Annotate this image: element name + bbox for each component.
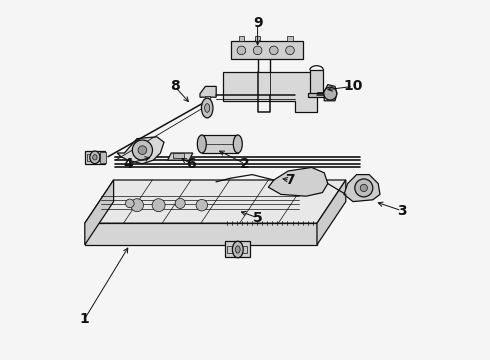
Circle shape [138,146,147,154]
Circle shape [175,198,185,208]
Bar [308,93,325,97]
Bar [287,36,293,41]
Bar [227,246,247,253]
Circle shape [196,199,208,211]
Bar [173,153,184,158]
Bar [87,154,103,161]
Circle shape [324,87,337,100]
Text: 5: 5 [253,211,263,225]
Ellipse shape [197,135,206,153]
Polygon shape [168,153,193,160]
Ellipse shape [233,135,242,153]
Bar [239,36,245,41]
Polygon shape [324,85,337,101]
Bar [231,41,303,59]
Circle shape [270,46,278,55]
Circle shape [286,46,294,55]
Polygon shape [85,223,317,245]
Text: 9: 9 [253,17,263,30]
Bar [85,151,104,164]
Text: 8: 8 [170,80,180,93]
Text: 1: 1 [80,312,90,325]
Polygon shape [85,180,114,245]
Text: 4: 4 [123,157,133,171]
Circle shape [355,179,373,197]
Circle shape [132,140,152,160]
Bar [255,36,261,41]
Ellipse shape [93,155,97,160]
Polygon shape [269,167,328,196]
Text: 2: 2 [240,157,250,171]
Circle shape [237,46,245,55]
Ellipse shape [205,104,210,112]
Ellipse shape [232,241,243,258]
Circle shape [125,199,134,208]
Text: 10: 10 [343,80,363,93]
Ellipse shape [90,151,100,164]
Polygon shape [317,180,346,245]
Text: 6: 6 [186,157,196,171]
Circle shape [152,199,165,212]
Circle shape [360,184,368,192]
Polygon shape [117,137,164,164]
Bar [225,241,250,257]
Bar [202,135,238,153]
Text: 7: 7 [285,173,295,187]
Polygon shape [85,180,346,223]
Polygon shape [200,86,216,97]
Bar [100,152,106,163]
Polygon shape [344,175,380,202]
Bar [310,70,323,95]
Polygon shape [223,72,317,112]
Text: 3: 3 [397,204,406,217]
Ellipse shape [201,98,213,118]
Circle shape [253,46,262,55]
Ellipse shape [236,246,240,253]
Bar [205,96,210,102]
Circle shape [130,199,144,212]
